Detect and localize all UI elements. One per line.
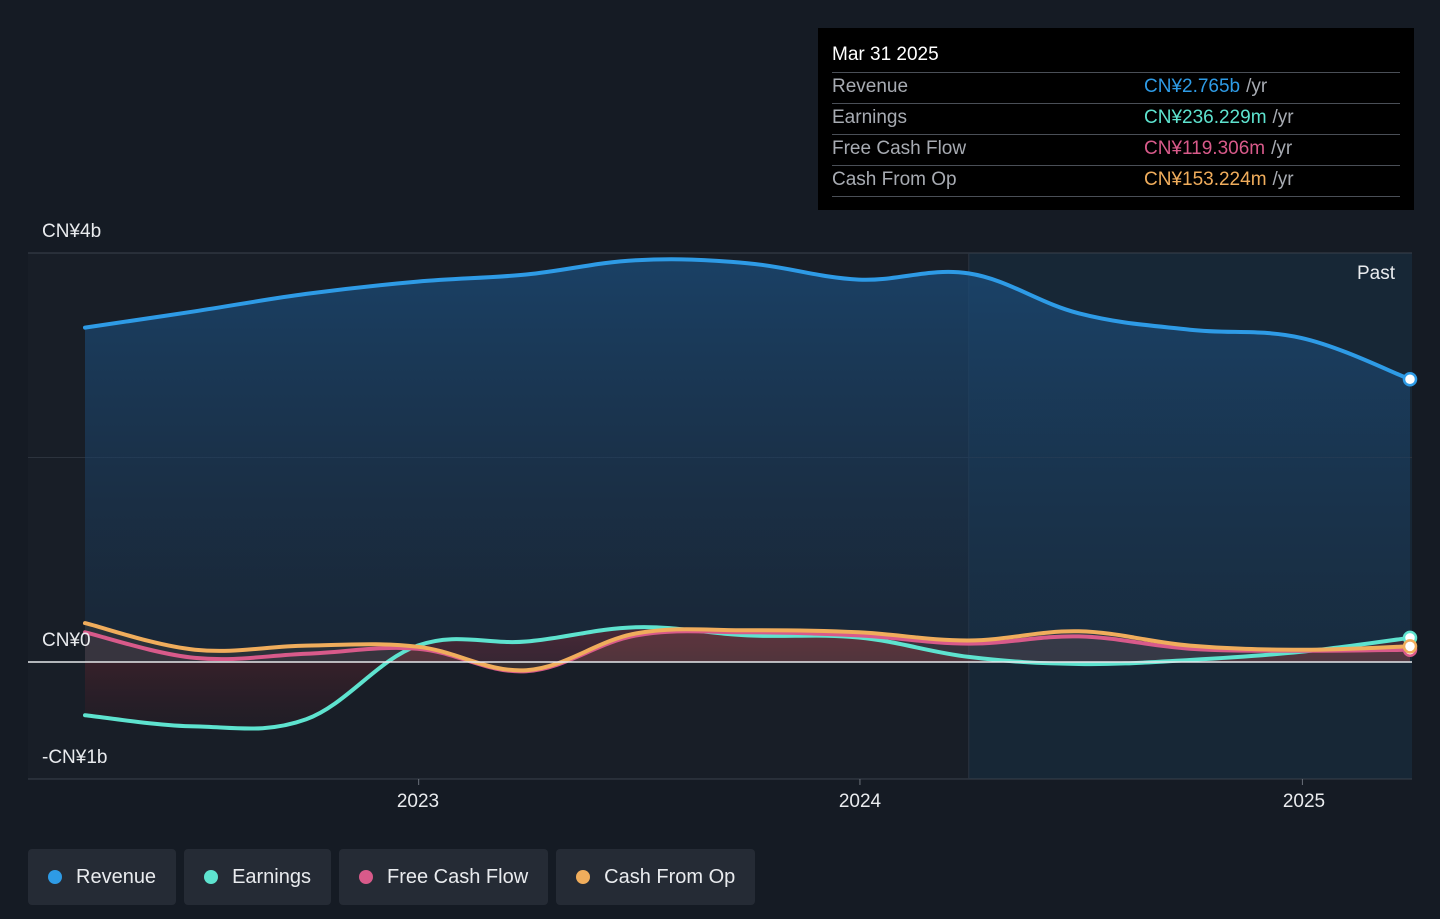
- tooltip-row-free-cash-flow: Free Cash Flow CN¥119.306m /yr: [832, 134, 1400, 165]
- tooltip-value: CN¥236.229m: [1144, 107, 1267, 128]
- tooltip-value: CN¥2.765b: [1144, 76, 1241, 97]
- legend-dot-icon: [204, 870, 219, 884]
- legend-item-revenue[interactable]: Revenue: [28, 849, 177, 905]
- legend-dot-icon: [359, 870, 373, 884]
- legend-label: Free Cash Flow: [387, 865, 529, 888]
- tooltip-row-revenue: Revenue CN¥2.765b /yr: [832, 72, 1400, 103]
- x-tick-label-2025: 2025: [1282, 791, 1326, 812]
- past-label: Past: [1357, 263, 1396, 284]
- area-revenue: [85, 259, 1410, 662]
- tooltip-value: CN¥153.224m: [1144, 169, 1267, 190]
- tooltip-row-earnings: Earnings CN¥236.229m /yr: [832, 103, 1400, 134]
- x-tick-label-2024: 2024: [838, 791, 882, 812]
- series-lines: [28, 257, 1412, 731]
- y-tick-label-bottom: -CN¥1b: [42, 747, 108, 768]
- line-revenue: [83, 257, 1412, 382]
- line-earnings: [83, 625, 1412, 731]
- legend-label: Earnings: [232, 865, 311, 888]
- chart-legend: Revenue Earnings Free Cash Flow Cash Fro…: [28, 849, 756, 905]
- series-end-markers: [1402, 372, 1418, 658]
- tooltip-label: Cash From Op: [832, 169, 957, 190]
- tooltip-value: CN¥119.306m: [1144, 138, 1266, 159]
- area-earnings: [85, 627, 1410, 729]
- legend-label: Cash From Op: [604, 865, 736, 888]
- end-marker-cash-from-op: [1402, 639, 1418, 654]
- data-tooltip: Mar 31 2025 Revenue CN¥2.765b /yr Earnin…: [818, 28, 1414, 210]
- tooltip-unit: /yr: [1272, 107, 1294, 128]
- tooltip-label: Free Cash Flow: [832, 138, 967, 159]
- tooltip-unit: /yr: [1246, 76, 1268, 97]
- legend-item-cash-from-op[interactable]: Cash From Op: [556, 849, 756, 905]
- line-cash-from-op: [83, 621, 1412, 673]
- tooltip-label: Revenue: [832, 76, 909, 97]
- y-tick-label-zero: CN¥0: [42, 630, 91, 651]
- legend-dot-icon: [576, 870, 591, 884]
- tooltip-row-cash-from-op: Cash From Op CN¥153.224m /yr: [832, 165, 1400, 197]
- legend-item-free-cash-flow[interactable]: Free Cash Flow: [339, 849, 549, 905]
- tooltip-date: Mar 31 2025: [832, 44, 939, 65]
- tooltip-unit: /yr: [1271, 138, 1293, 159]
- end-marker-revenue: [1402, 372, 1418, 387]
- y-tick-label-top: CN¥4b: [42, 221, 102, 242]
- legend-item-earnings[interactable]: Earnings: [184, 849, 331, 905]
- legend-label: Revenue: [76, 865, 157, 888]
- x-tick-label-2023: 2023: [396, 791, 440, 812]
- tooltip-label: Earnings: [832, 107, 907, 128]
- tooltip-unit: /yr: [1272, 169, 1294, 190]
- legend-dot-icon: [48, 870, 62, 884]
